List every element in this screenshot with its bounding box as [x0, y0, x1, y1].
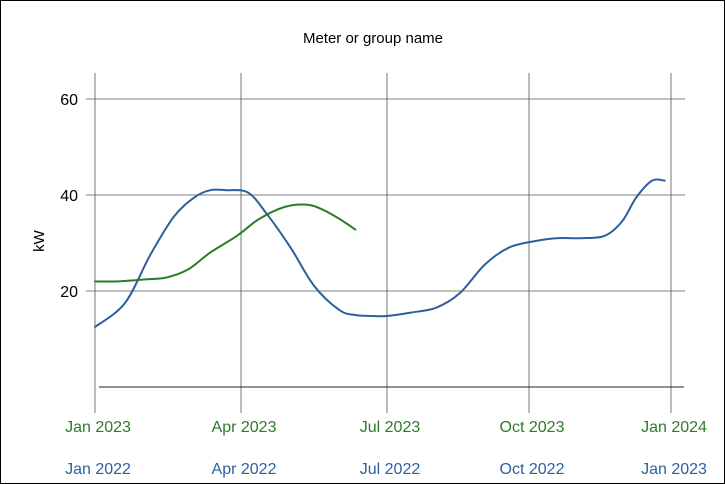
- y-tick-label: 40: [60, 188, 78, 205]
- y-axis-label: kW: [31, 229, 48, 252]
- x-tick-label: Oct 2023: [500, 419, 565, 436]
- y-tick-label: 60: [60, 92, 78, 109]
- x-tick-label: Jan 2024: [641, 419, 707, 436]
- x-tick-label: Oct 2022: [500, 461, 565, 478]
- x-tick-label: Apr 2023: [212, 419, 277, 436]
- chart-title: Meter or group name: [303, 30, 443, 47]
- y-tick-labels: 20 40 60: [60, 92, 78, 301]
- x-tick-label: Jan 2022: [65, 461, 131, 478]
- x-tick-label: Jan 2023: [641, 461, 707, 478]
- x-tick-labels: Jan 2023 Apr 2023 Jul 2023 Oct 2023 Jan 2024…: [65, 419, 707, 478]
- series-lines: [94, 178, 666, 328]
- grid: [86, 73, 685, 413]
- series-line-0: [94, 178, 666, 328]
- x-tick-label: Jul 2022: [360, 461, 421, 478]
- series-line-1: [94, 203, 357, 283]
- x-tick-label: Apr 2022: [212, 461, 277, 478]
- y-tick-label: 20: [60, 284, 78, 301]
- x-tick-label: Jan 2023: [65, 419, 131, 436]
- x-tick-label: Jul 2023: [360, 419, 421, 436]
